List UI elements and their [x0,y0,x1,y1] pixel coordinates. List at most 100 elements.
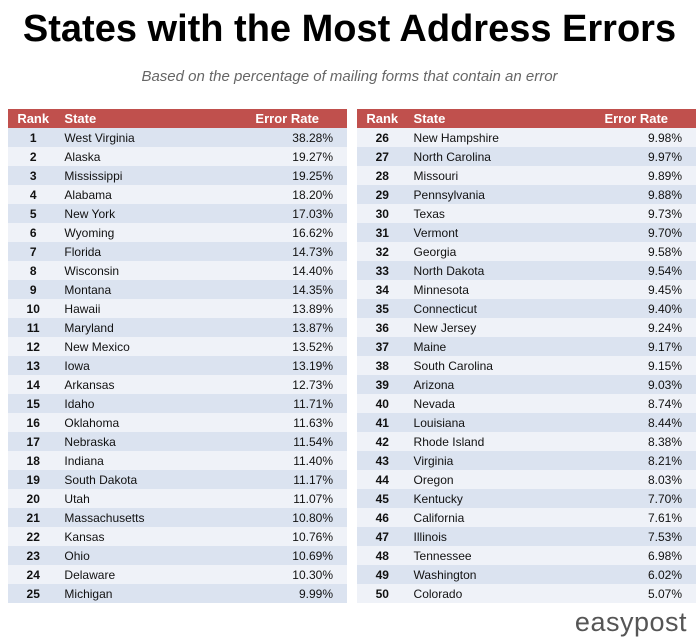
error-rate-cell: 9.58% [576,242,696,261]
error-rate-cell: 13.87% [227,318,347,337]
state-cell: Rhode Island [407,432,577,451]
error-rate-cell: 7.70% [576,489,696,508]
rank-column-header: Rank [8,109,59,128]
table-row: 10 Hawaii 13.89% [8,299,347,318]
error-rate-cell: 19.25% [227,166,347,185]
state-cell: West Virginia [58,128,228,147]
state-cell: Oklahoma [58,413,228,432]
error-rate-cell: 9.88% [576,185,696,204]
state-cell: Mississippi [58,166,228,185]
state-cell: Alaska [58,147,228,166]
table-row: 18 Indiana 11.40% [8,451,347,470]
state-column-header: State [407,109,577,128]
table-row: 29 Pennsylvania 9.88% [357,185,696,204]
rank-cell: 8 [8,261,59,280]
error-rate-cell: 11.71% [227,394,347,413]
error-rate-cell: 7.61% [576,508,696,527]
table-row: 25 Michigan 9.99% [8,584,347,603]
error-rate-cell: 9.99% [227,584,347,603]
rank-cell: 11 [8,318,59,337]
state-column-header: State [58,109,228,128]
table-row: 13 Iowa 13.19% [8,356,347,375]
table-row: 30 Texas 9.73% [357,204,696,223]
table-row: 26 New Hampshire 9.98% [357,128,696,147]
state-cell: Tennessee [407,546,577,565]
rank-cell: 38 [357,356,408,375]
error-rate-cell: 11.63% [227,413,347,432]
error-rate-cell: 9.73% [576,204,696,223]
state-cell: New York [58,204,228,223]
error-rate-cell: 8.44% [576,413,696,432]
state-cell: Ohio [58,546,228,565]
table-row: 15 Idaho 11.71% [8,394,347,413]
rank-cell: 40 [357,394,408,413]
error-rate-cell: 9.89% [576,166,696,185]
table-header-row: Rank State Error Rate [357,109,696,128]
table-row: 20 Utah 11.07% [8,489,347,508]
table-row: 43 Virginia 8.21% [357,451,696,470]
table-row: 37 Maine 9.17% [357,337,696,356]
error-rate-cell: 11.07% [227,489,347,508]
rank-cell: 31 [357,223,408,242]
state-cell: Utah [58,489,228,508]
table-row: 1 West Virginia 38.28% [8,128,347,147]
table-row: 7 Florida 14.73% [8,242,347,261]
table-row: 5 New York 17.03% [8,204,347,223]
state-cell: Wyoming [58,223,228,242]
table-row: 45 Kentucky 7.70% [357,489,696,508]
state-cell: Arizona [407,375,577,394]
state-cell: Texas [407,204,577,223]
table-row: 24 Delaware 10.30% [8,565,347,584]
state-cell: Missouri [407,166,577,185]
error-rate-cell: 10.69% [227,546,347,565]
rank-cell: 50 [357,584,408,603]
error-rate-cell: 38.28% [227,128,347,147]
rank-cell: 13 [8,356,59,375]
rank-cell: 22 [8,527,59,546]
table-row: 4 Alabama 18.20% [8,185,347,204]
rank-cell: 34 [357,280,408,299]
table-row: 31 Vermont 9.70% [357,223,696,242]
rank-cell: 33 [357,261,408,280]
rank-cell: 36 [357,318,408,337]
table-row: 28 Missouri 9.89% [357,166,696,185]
state-cell: New Mexico [58,337,228,356]
table-header-row: Rank State Error Rate [8,109,347,128]
error-rate-cell: 8.38% [576,432,696,451]
table-row: 8 Wisconsin 14.40% [8,261,347,280]
table-row: 23 Ohio 10.69% [8,546,347,565]
rank-column-header: Rank [357,109,408,128]
rank-cell: 10 [8,299,59,318]
state-cell: Vermont [407,223,577,242]
state-cell: South Dakota [58,470,228,489]
rank-cell: 48 [357,546,408,565]
error-rate-cell: 9.45% [576,280,696,299]
state-cell: Kansas [58,527,228,546]
rank-cell: 16 [8,413,59,432]
error-rate-cell: 10.80% [227,508,347,527]
rank-cell: 4 [8,185,59,204]
rank-cell: 14 [8,375,59,394]
rank-cell: 15 [8,394,59,413]
table-row: 27 North Carolina 9.97% [357,147,696,166]
state-cell: Washington [407,565,577,584]
rank-cell: 17 [8,432,59,451]
table-row: 38 South Carolina 9.15% [357,356,696,375]
table-row: 22 Kansas 10.76% [8,527,347,546]
error-rate-cell: 11.17% [227,470,347,489]
rank-cell: 5 [8,204,59,223]
error-rate-cell: 8.74% [576,394,696,413]
table-row: 34 Minnesota 9.45% [357,280,696,299]
table-row: 14 Arkansas 12.73% [8,375,347,394]
state-cell: Minnesota [407,280,577,299]
rank-cell: 42 [357,432,408,451]
state-cell: Virginia [407,451,577,470]
rank-cell: 20 [8,489,59,508]
state-cell: North Dakota [407,261,577,280]
state-cell: Louisiana [407,413,577,432]
rank-cell: 37 [357,337,408,356]
state-cell: Indiana [58,451,228,470]
rank-cell: 21 [8,508,59,527]
state-cell: Idaho [58,394,228,413]
page-subtitle: Based on the percentage of mailing forms… [141,68,558,85]
